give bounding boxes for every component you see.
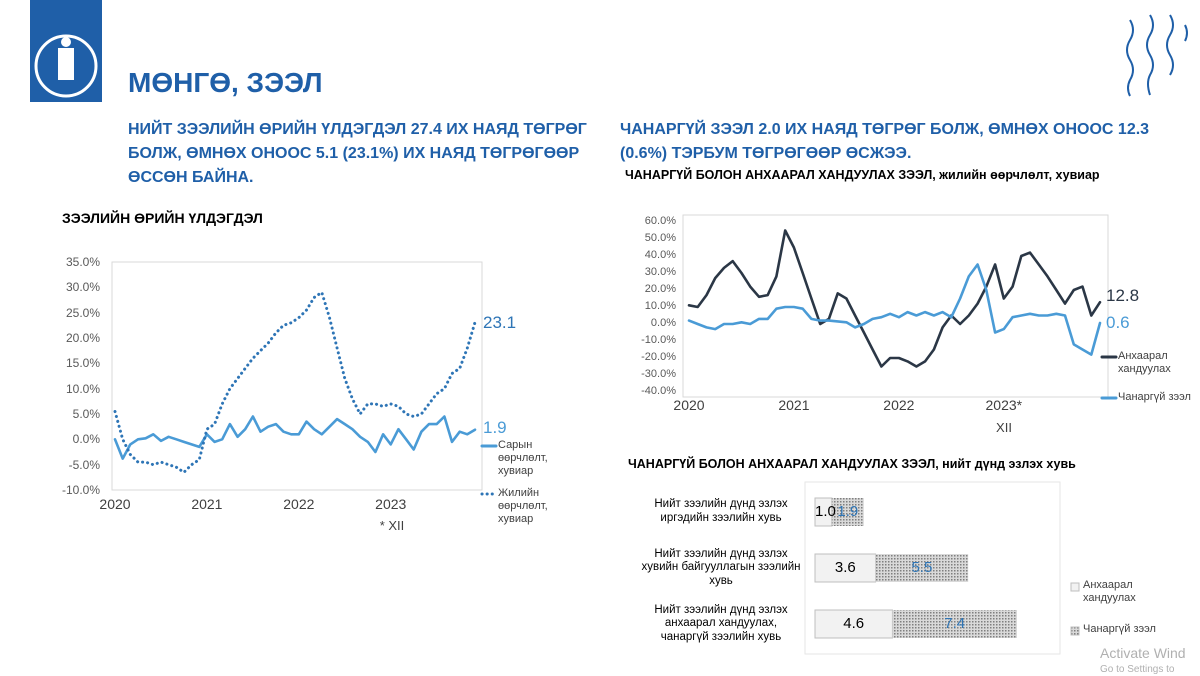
logo [61, 37, 71, 47]
value-label: 5.5 [911, 559, 933, 576]
line [687, 263, 1102, 356]
y-tick-label: 20.0% [65, 331, 100, 345]
line [113, 290, 477, 474]
category-label: Нийт зээлийн дүнд эзлэх анхаарал хандуул… [654, 603, 788, 644]
bar [814, 609, 893, 639]
y-tick-label: 10.0% [65, 381, 100, 396]
y-tick-label: -10.0% [61, 483, 100, 497]
x-tick-label: 2022 [283, 496, 315, 512]
y-tick-label: 30.0% [65, 280, 100, 295]
y-tick-label: -5.0% [68, 457, 100, 472]
slide-title: МӨНГӨ, ЗЭЭЛ [128, 67, 323, 98]
y-tick-label: -20.0% [641, 351, 676, 363]
y-tick-label: 10.0% [644, 300, 676, 312]
x-tick-label: 2022 [883, 397, 915, 413]
legend-label: Чанаргүй зээл [1118, 391, 1191, 403]
x-note: * XII [379, 518, 405, 533]
end-label: 0.6 [1106, 313, 1130, 332]
y-tick-label: 30.0% [644, 266, 676, 278]
legend-label: Жилийн өөрчлөлт, хувиар [498, 487, 548, 526]
y-tick-label: 40.0% [644, 249, 676, 261]
value-label: 1.9 [837, 503, 859, 520]
y-tick-label: 5.0% [72, 407, 100, 421]
category-label: Нийт зээлийн дүнд эзлэх хувийн байгуулла… [641, 547, 801, 588]
y-tick-label: -10.0% [641, 334, 676, 346]
mongol-script [1126, 14, 1188, 97]
y-tick-label: 50.0% [644, 232, 676, 244]
y-tick-label: -40.0% [641, 385, 676, 397]
y-tick-label: 25.0% [65, 305, 100, 320]
line [687, 229, 1102, 368]
y-tick-label: 0.0% [650, 317, 676, 329]
x-tick-label: 2021 [191, 496, 223, 512]
bar [875, 554, 969, 582]
value-label: 4.6 [843, 615, 865, 632]
chart-title: ЗЭЭЛИЙН ӨРИЙН ҮЛДЭГДЭЛ [62, 210, 263, 226]
x-tick-label: 2021 [778, 397, 810, 413]
plot-frame [111, 261, 483, 491]
bar [814, 553, 877, 583]
x-tick-label: 2020 [673, 397, 705, 413]
y-tick-label: 15.0% [65, 356, 100, 371]
x-tick-label: 2020 [99, 496, 131, 512]
bar [831, 498, 864, 526]
line [113, 415, 477, 460]
y-tick-label: 20.0% [644, 283, 676, 295]
legend-swatch [1070, 582, 1080, 592]
legend-label: Анхаарал хандуулах [1118, 350, 1171, 376]
y-tick-label: 60.0% [644, 215, 676, 227]
value-label: 3.6 [834, 559, 856, 576]
y-tick-label: -30.0% [641, 368, 676, 380]
plot-frame [682, 214, 1109, 398]
legend-label: Чанаргүй зээл [1083, 623, 1156, 635]
category-label: Нийт зээлийн дүнд эзлэх иргэдийн зээлийн… [654, 498, 788, 524]
end-label: 23.1 [483, 313, 517, 332]
legend-label: Сарын өөрчлөлт, хувиар [498, 439, 548, 478]
legend-swatch [1070, 626, 1080, 636]
plot-frame [804, 481, 1061, 655]
legend-label: Анхаарал хандуулах [1083, 579, 1136, 605]
heading: ЧАНАРГҮЙ ЗЭЭЛ 2.0 ИХ НАЯД ТӨГРӨГ БОЛЖ, Ө… [620, 121, 1150, 162]
chart-title: ЧАНАРГҮЙ БОЛОН АНХААРАЛ ХАНДУУЛАХ ЗЭЭЛ, … [628, 457, 1076, 471]
end-label: 12.8 [1106, 286, 1140, 305]
watermark: Activate Wind [1100, 645, 1186, 661]
x-note: XII [996, 420, 1012, 435]
y-tick-label: 35.0% [65, 255, 100, 269]
y-tick-label: 0.0% [72, 432, 100, 447]
logo [34, 34, 98, 98]
bar [892, 610, 1017, 638]
logo [58, 48, 74, 80]
x-tick-label: 2023* [985, 397, 1023, 413]
end-label: 1.9 [483, 418, 507, 437]
x-tick-label: 2023 [375, 496, 407, 512]
value-label: 7.4 [944, 615, 966, 632]
chart-title: ЧАНАРГҮЙ БОЛОН АНХААРАЛ ХАНДУУЛАХ ЗЭЭЛ, … [625, 168, 1100, 182]
watermark: Go to Settings to [1100, 664, 1175, 675]
heading: НИЙТ ЗЭЭЛИЙН ӨРИЙН ҮЛДЭГДЭЛ 27.4 ИХ НАЯД… [128, 121, 587, 186]
value-label: 1.0 [815, 503, 836, 520]
